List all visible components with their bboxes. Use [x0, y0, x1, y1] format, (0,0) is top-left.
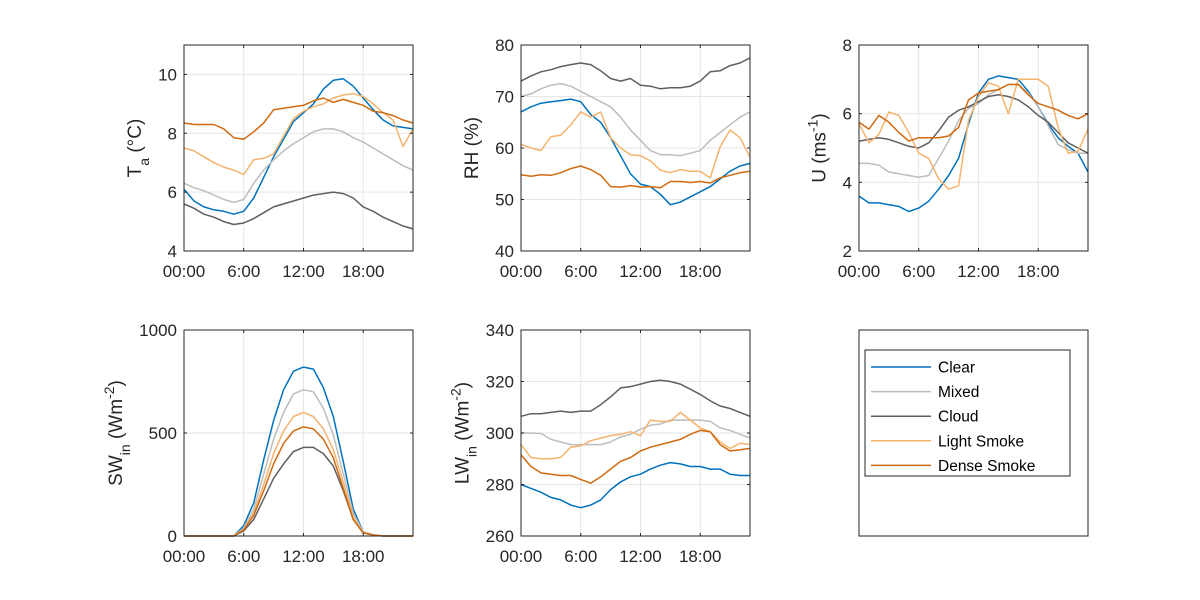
legend-label: Dense Smoke [938, 458, 1035, 475]
x-tick-label: 12:00 [957, 262, 1000, 281]
series-line-cloud [858, 94, 1089, 154]
y-tick-label: 8 [168, 124, 177, 143]
series-line-mixed [859, 83, 1088, 178]
x-tick-label: 00:00 [500, 262, 543, 281]
series-line-light-smoke [520, 111, 751, 179]
axes-box [183, 44, 414, 252]
y-axis-label: LWin (Wm-2) [448, 382, 480, 484]
y-tick-label: 10 [158, 65, 177, 84]
panels: 00:00 6:00 12:00 18:00 4 6 8 10 Ta (°C) 00:00 6:00… [101, 36, 1089, 566]
y-tick-label: 0 [168, 527, 177, 546]
legend-label: Light Smoke [938, 433, 1024, 450]
chart-panel-3: 00:00 6:00 12:00 18:00 2 4 6 8 U (ms-1) [805, 36, 1089, 281]
series-line-dense-smoke [520, 429, 751, 484]
series-line-mixed [183, 128, 414, 204]
series-line-light-smoke [858, 78, 1089, 190]
legend-panel: Clear Mixed Cloud Light Smoke Dense Smoke [858, 329, 1089, 537]
legend-label: Mixed [938, 384, 979, 401]
series-line-dense-smoke [520, 165, 751, 189]
y-tick-label: 70 [495, 88, 514, 107]
x-tick-label: 12:00 [619, 262, 662, 281]
y-tick-label: 2 [843, 242, 852, 261]
x-tick-label: 6:00 [902, 262, 935, 281]
series-line-cloud [520, 57, 751, 90]
y-tick-label: 6 [168, 183, 177, 202]
x-tick-label: 00:00 [838, 262, 881, 281]
x-tick-label: 00:00 [163, 547, 206, 566]
legend-label: Clear [938, 360, 975, 377]
legend-item: Clear [871, 360, 975, 377]
y-axis-label: U (ms-1) [805, 113, 831, 182]
axes-box [858, 44, 1089, 252]
y-tick-label: 80 [495, 36, 514, 55]
chart-panel-4: 00:00 6:00 12:00 18:00 0 500 1000 SWin (Wm-2) [101, 321, 414, 566]
x-tick-label: 12:00 [282, 262, 325, 281]
y-tick-label: 1000 [139, 321, 177, 340]
x-tick-label: 18:00 [342, 547, 385, 566]
x-tick-label: 6:00 [564, 262, 597, 281]
series-line-light-smoke [183, 92, 414, 176]
x-tick-label: 6:00 [227, 262, 260, 281]
y-tick-label: 320 [486, 373, 514, 392]
y-axis-label: Ta (°C) [125, 119, 152, 178]
y-tick-label: 60 [495, 139, 514, 158]
y-tick-label: 4 [843, 173, 852, 192]
legend-item: Dense Smoke [871, 458, 1035, 475]
plot-area [184, 45, 413, 251]
y-axis-label: SWin (Wm-2) [101, 380, 133, 486]
plot-area [859, 45, 1088, 251]
series-line-clear [520, 461, 750, 509]
legend-item: Light Smoke [871, 433, 1024, 450]
chart-panel-2: 00:00 6:00 12:00 18:00 40 50 60 70 80 RH (%) [462, 36, 751, 281]
series-lines [520, 57, 751, 206]
x-tick-label: 00:00 [500, 547, 543, 566]
y-tick-label: 6 [843, 105, 852, 124]
legend-item: Cloud [871, 409, 979, 426]
series-line-cloud [183, 191, 414, 230]
y-tick-label: 4 [168, 242, 177, 261]
x-tick-label: 12:00 [282, 547, 325, 566]
x-tick-label: 6:00 [227, 547, 260, 566]
series-lines [520, 379, 751, 509]
series-lines [858, 75, 1089, 213]
x-tick-label: 00:00 [163, 262, 206, 281]
y-tick-label: 260 [486, 527, 514, 546]
series-line-mixed [521, 419, 751, 446]
chart-panel-1: 00:00 6:00 12:00 18:00 4 6 8 10 Ta (°C) [125, 44, 414, 281]
y-tick-label: 50 [495, 191, 514, 210]
y-tick-label: 340 [486, 321, 514, 340]
x-tick-label: 18:00 [679, 547, 722, 566]
x-tick-label: 12:00 [619, 547, 662, 566]
x-tick-label: 18:00 [1017, 262, 1060, 281]
x-tick-label: 6:00 [564, 547, 597, 566]
y-axis-label: RH (%) [462, 117, 483, 179]
x-tick-label: 18:00 [342, 262, 385, 281]
y-tick-label: 8 [843, 36, 852, 55]
chart-panel-5: 00:00 6:00 12:00 18:00 260 280 300 320 340 LWin (… [448, 321, 751, 566]
y-tick-label: 500 [149, 424, 177, 443]
series-lines [183, 78, 414, 230]
x-tick-label: 18:00 [679, 262, 722, 281]
series-line-mixed [520, 82, 751, 157]
series-line-clear [520, 98, 751, 206]
legend-label: Cloud [938, 409, 979, 426]
legend-item: Mixed [871, 384, 979, 401]
y-tick-label: 300 [486, 424, 514, 443]
y-tick-label: 280 [486, 476, 514, 495]
series-line-cloud [520, 379, 751, 418]
y-tick-label: 40 [495, 242, 514, 261]
legend-box [864, 349, 1071, 477]
series-line-dense-smoke [183, 97, 414, 140]
series-line-dense-smoke [858, 83, 1089, 142]
